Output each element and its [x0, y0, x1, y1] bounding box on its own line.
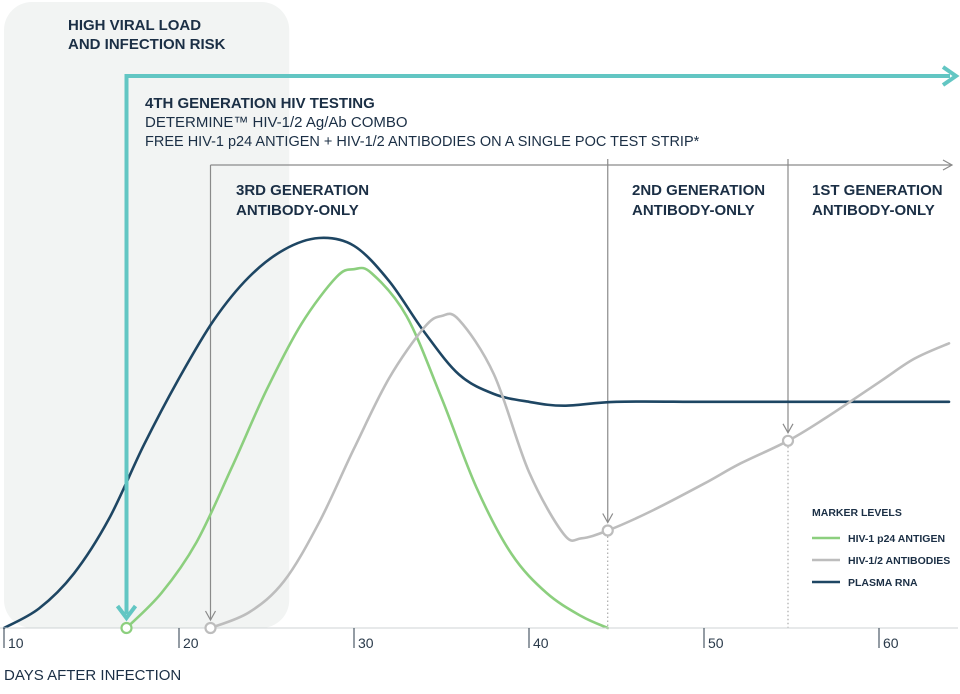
region-label-line1: HIGH VIRAL LOAD: [68, 17, 201, 34]
x-tick-label-20: 20: [183, 635, 199, 651]
marker-point-3: [601, 524, 614, 537]
antibody-generation-arrows: [204, 159, 954, 622]
x-tick-label-60: 60: [883, 635, 899, 651]
gen4-description: FREE HIV-1 p24 ANTIGEN + HIV-1/2 ANTIBOD…: [145, 134, 700, 150]
x-tick-label-30: 30: [358, 635, 374, 651]
gen1-title: 1ST GENERATION: [812, 182, 943, 199]
legend-label-hiv-1-2-antibodies: HIV-1/2 ANTIBODIES: [848, 555, 950, 567]
high-viral-load-region: [4, 2, 290, 628]
gen2-subtitle: ANTIBODY-ONLY: [632, 202, 755, 219]
legend-label-hiv-1-p24-antigen: HIV-1 p24 ANTIGEN: [848, 533, 945, 545]
series-line-hiv-1-2-antibodies: [209, 312, 951, 630]
gen4-title: 4TH GENERATION HIV TESTING: [145, 95, 375, 112]
legend-label-plasma-rna: PLASMA RNA: [848, 577, 918, 589]
x-axis: 10 20 30 40 50 60: [0, 627, 958, 651]
gen4-testing-arrow: [115, 65, 960, 622]
legend: HIV-1 p24 ANTIGEN HIV-1/2 ANTIBODIES PLASM…: [812, 533, 950, 589]
region-label-line2: AND INFECTION RISK: [68, 36, 226, 53]
gen3-title: 3RD GENERATION: [236, 182, 369, 199]
marker-point-1: [120, 621, 133, 635]
series-line-hiv-1-p24-antigen: [125, 266, 610, 630]
x-tick-label-40: 40: [533, 635, 549, 651]
x-tick-label-10: 10: [8, 635, 24, 651]
legend-title: MARKER LEVELS: [812, 507, 902, 519]
x-axis-label: DAYS AFTER INFECTION: [4, 667, 181, 684]
marker-point-4: [781, 434, 795, 447]
gen4-right-arrowhead: [941, 65, 960, 87]
marker-layer: [120, 434, 795, 635]
x-tick-label-50: 50: [708, 635, 724, 651]
gen4-product: DETERMINE™ HIV-1/2 Ag/Ab COMBO: [145, 114, 408, 131]
gen4-down-arrowhead: [115, 604, 138, 622]
gen1-subtitle: ANTIBODY-ONLY: [812, 202, 935, 219]
gen3-subtitle: ANTIBODY-ONLY: [236, 202, 359, 219]
marker-point-2: [204, 621, 217, 635]
drop-lines: [607, 446, 789, 628]
gen2-title: 2ND GENERATION: [632, 182, 765, 199]
